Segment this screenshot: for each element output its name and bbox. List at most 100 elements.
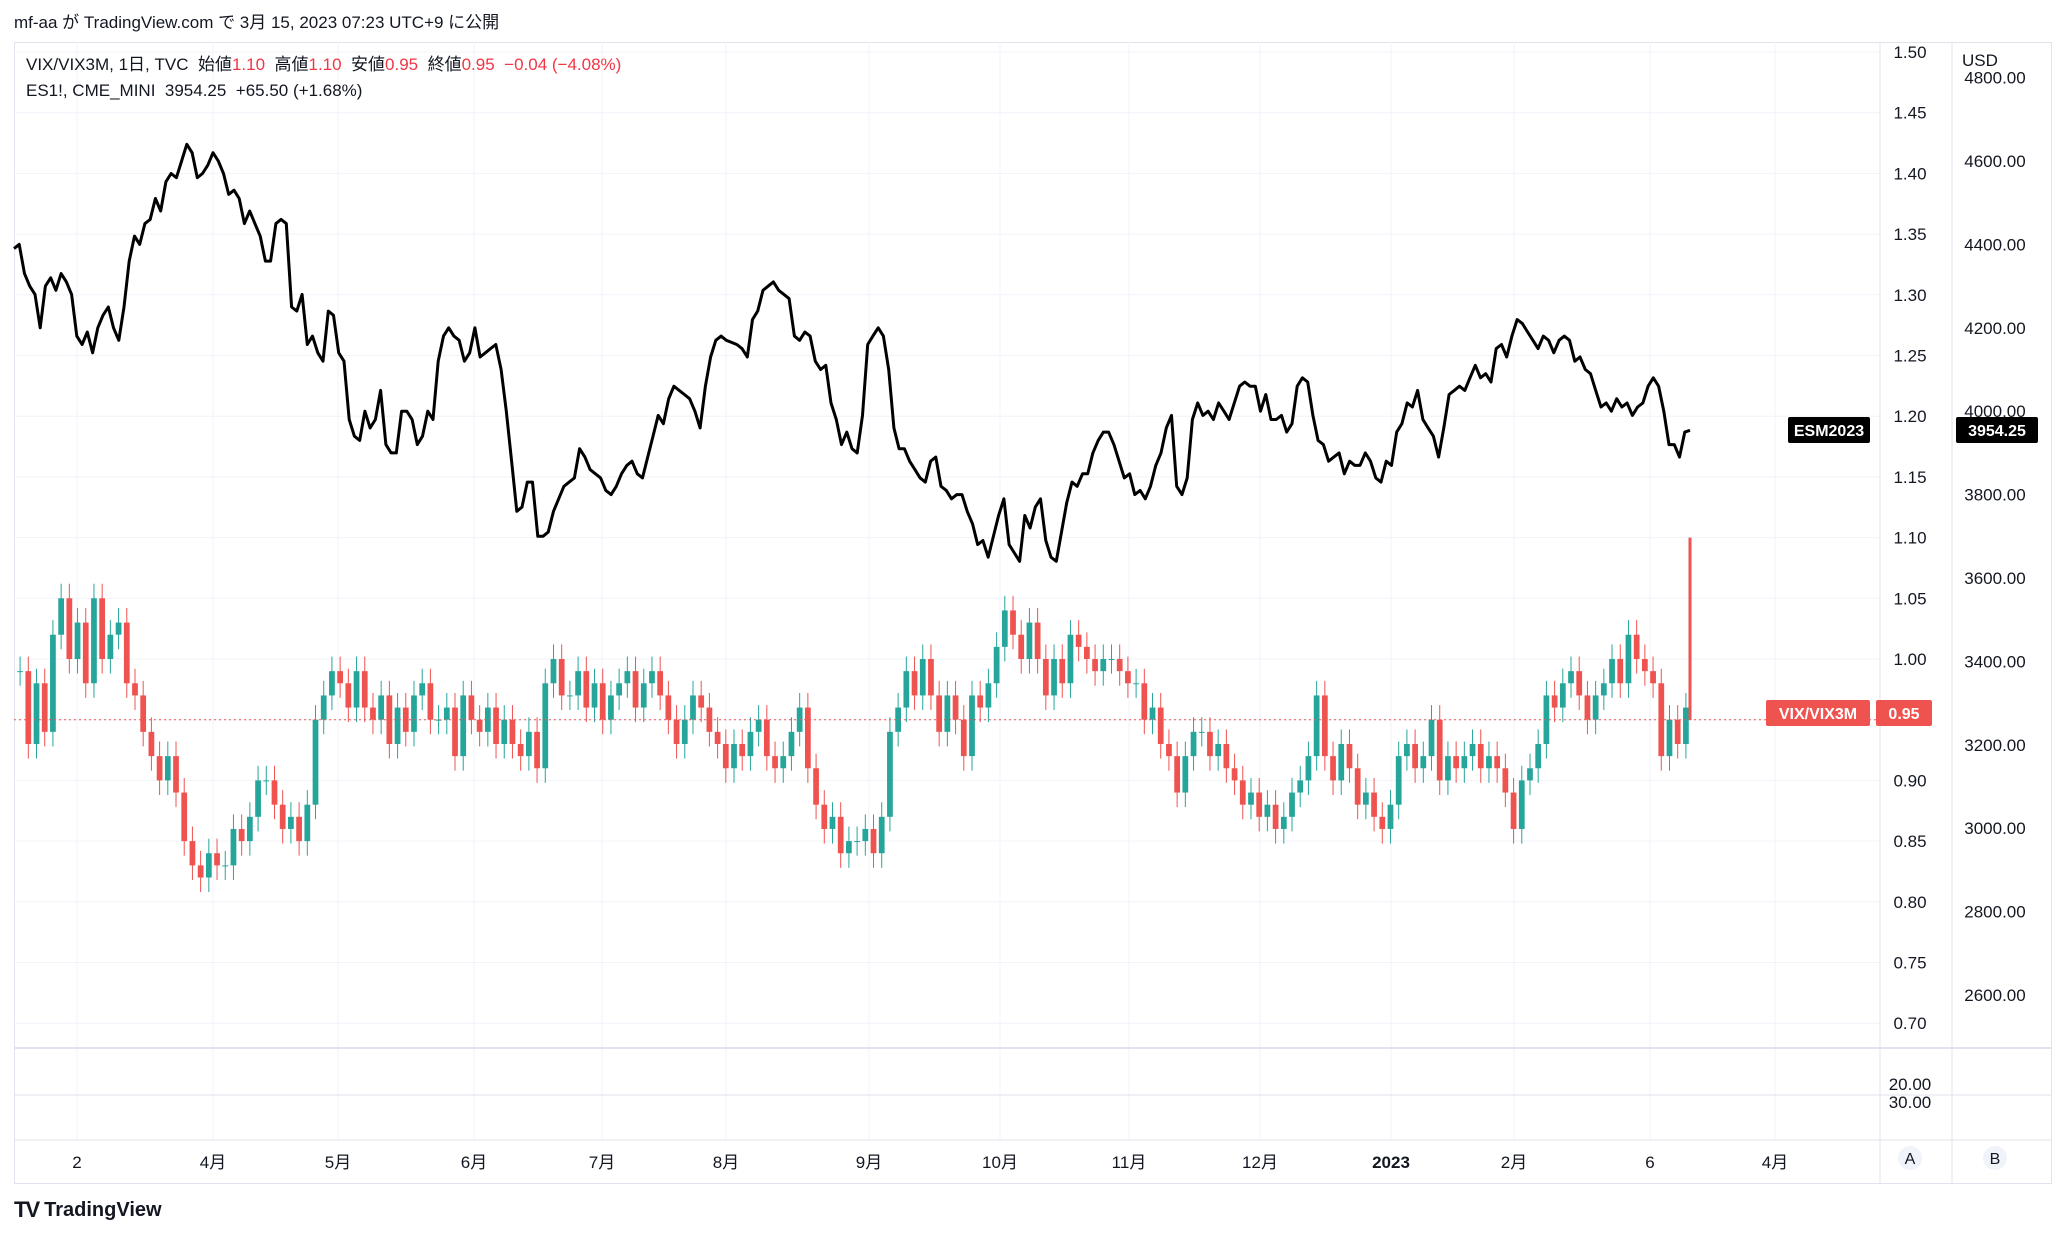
candle-body: [1182, 756, 1189, 793]
es-badge: ESM2023 3954.25: [1788, 417, 2038, 443]
legend-close-label: 終値: [427, 55, 462, 74]
candle-body: [698, 695, 705, 708]
candle-body: [1683, 707, 1689, 744]
candle-body: [66, 598, 73, 659]
candle-body: [1338, 743, 1345, 781]
candle-body: [82, 622, 89, 684]
time-axis-tick: 8月: [713, 1153, 739, 1172]
candle-body: [1239, 780, 1246, 805]
time-axis-tick: 4月: [1762, 1153, 1788, 1172]
right-axis-tick: 2600.00: [1964, 986, 2025, 1005]
candle-body: [255, 780, 261, 817]
legend-es-symbol: ES1!, CME_MINI: [26, 81, 156, 100]
candle-body: [969, 695, 975, 757]
left-axis-tick: 0.85: [1893, 832, 1926, 851]
candle-body: [1641, 659, 1648, 672]
pane-button-a[interactable]: A: [1898, 1146, 1922, 1170]
candle-body: [345, 683, 352, 708]
candle-body: [1059, 659, 1066, 684]
candle-body: [599, 683, 606, 720]
legend-es: ES1!, CME_MINI 3954.25 +65.50 (+1.68%): [26, 78, 621, 104]
candle-body: [517, 743, 524, 757]
candle-body: [1231, 768, 1238, 781]
candle-body: [501, 719, 508, 744]
legend-es-change: +65.50 (+1.68%): [235, 81, 363, 100]
candle-body: [1018, 634, 1025, 659]
candle-body: [640, 683, 647, 708]
candle-body: [829, 816, 836, 829]
legend-low: 0.95: [385, 55, 419, 74]
candle-body: [279, 804, 286, 829]
candle-body: [263, 780, 270, 782]
candle-body: [534, 731, 540, 769]
candle-body: [1280, 816, 1287, 829]
candle-body: [821, 804, 828, 829]
time-axis-tick: 2: [72, 1153, 81, 1172]
candle-body: [804, 707, 811, 769]
candle-body: [115, 622, 122, 635]
candle-body: [608, 695, 614, 720]
candle-body: [862, 828, 869, 842]
es-badge-value: 3954.25: [1968, 423, 2026, 440]
candle-body: [837, 816, 844, 854]
time-axis-tick: 11月: [1112, 1153, 1147, 1172]
time-axis-tick: 9月: [856, 1153, 882, 1172]
time-axis: 2 4月 5月 6月 7月 8月 9月 10月 11月 12月 2023 2月 6 4月: [72, 1153, 1788, 1172]
candle-body: [1026, 622, 1033, 659]
candle-body: [665, 695, 672, 720]
candle-body: [788, 731, 795, 757]
usd-label: USD: [1962, 51, 1998, 70]
candle-body: [1125, 671, 1131, 684]
candle-body: [1502, 768, 1509, 793]
candle-body: [1067, 634, 1074, 684]
footer-brand[interactable]: TV TradingView: [14, 1197, 162, 1223]
candle-body: [419, 683, 426, 696]
candle-body: [1157, 707, 1164, 744]
candle-body: [99, 598, 106, 659]
candle-body: [1313, 695, 1320, 757]
candle-body: [1453, 756, 1460, 769]
candle-body: [1436, 719, 1443, 781]
left-axis-tick: 1.40: [1893, 164, 1926, 183]
candle-body: [1666, 719, 1673, 757]
candle-body: [312, 719, 319, 805]
candle-body: [567, 695, 573, 697]
candle-body: [427, 683, 434, 720]
candle-body: [1609, 659, 1615, 684]
candle-body: [1477, 743, 1484, 769]
candle-body: [952, 695, 959, 720]
candle-body: [476, 719, 483, 732]
legend-high-label: 高値: [274, 55, 309, 74]
candle-body: [1633, 634, 1640, 659]
candle-body: [1576, 671, 1583, 696]
candle-body: [1174, 756, 1181, 793]
candle-body: [173, 756, 179, 793]
candle-body: [353, 671, 360, 708]
candle-body: [1650, 671, 1656, 684]
candle-body: [468, 695, 475, 720]
candle-body: [763, 719, 770, 757]
left-axis-tick: 0.70: [1893, 1014, 1926, 1033]
candle-body: [1486, 756, 1492, 769]
candle-body: [690, 695, 696, 720]
candle-body: [329, 671, 335, 696]
right-axis-tick: 3400.00: [1964, 652, 2025, 671]
candle-body: [1395, 756, 1402, 805]
candle-body: [156, 756, 163, 781]
svg-text:B: B: [1990, 1151, 2001, 1168]
candle-body: [1100, 659, 1107, 672]
right-axis-tick: 3200.00: [1964, 736, 2025, 755]
legend-es-value: 3954.25: [164, 81, 227, 100]
legend-vix-symbol: VIX/VIX3M, 1日, TVC: [26, 55, 189, 74]
candle-body: [1592, 695, 1599, 720]
pane-button-b[interactable]: B: [1983, 1146, 2007, 1170]
candle-body: [509, 719, 516, 744]
candle-body: [616, 683, 623, 696]
svg-text:A: A: [1905, 1151, 1916, 1168]
candle-body: [361, 671, 368, 708]
legend: VIX/VIX3M, 1日, TVC 始値1.10 高値1.10 安値0.95 …: [26, 52, 621, 104]
candle-body: [271, 780, 278, 805]
candle-body: [681, 719, 688, 744]
